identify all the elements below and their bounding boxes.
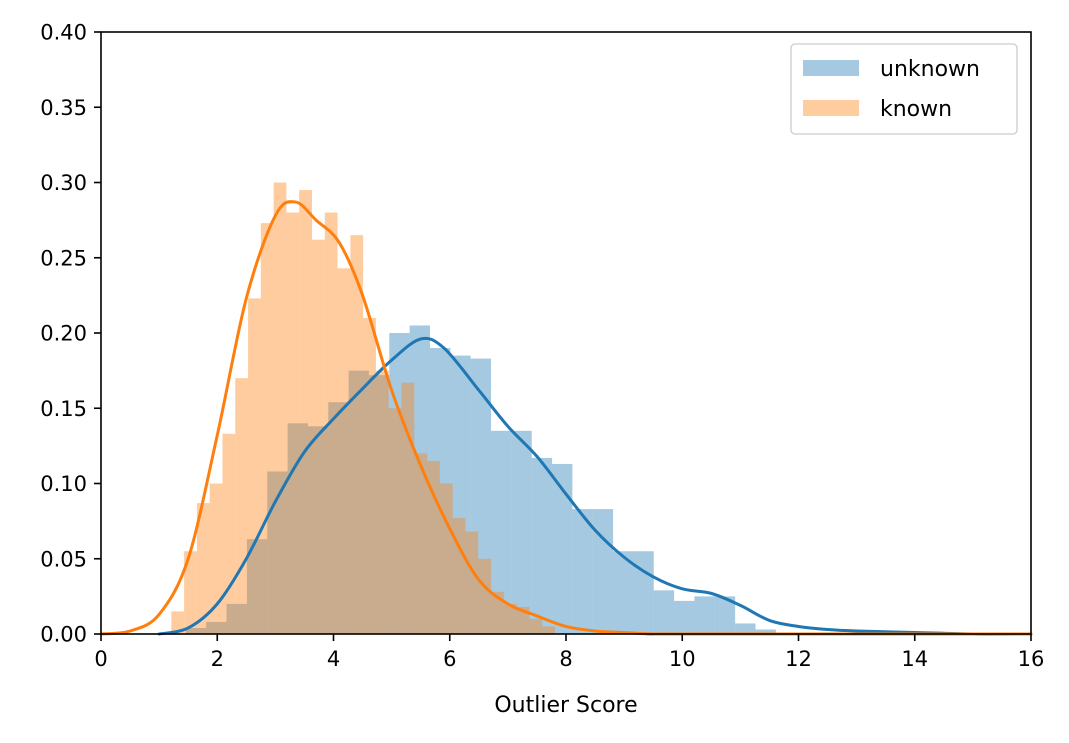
bar-known-5	[235, 378, 249, 634]
bar-unknown-27	[735, 623, 756, 634]
y-tick-label: 0.20	[40, 322, 87, 346]
x-axis-ticks: 0 2 4 6 8 10 12 14 16	[94, 634, 1044, 671]
x-tick-label: 8	[559, 647, 572, 671]
x-tick-label: 16	[1018, 647, 1045, 671]
bar-known-8	[273, 182, 287, 634]
bar-known-15	[363, 317, 376, 634]
bar-known-24	[478, 558, 492, 634]
x-tick-label: 10	[669, 647, 696, 671]
bar-known-22	[452, 518, 466, 634]
y-tick-label: 0.25	[40, 246, 87, 270]
bar-unknown-23	[653, 590, 675, 634]
bar-unknown-0	[185, 627, 207, 634]
y-tick-label: 0.10	[40, 472, 87, 496]
bar-known-17	[388, 408, 402, 634]
bar-unknown-21	[613, 551, 634, 634]
bar-unknown-5	[287, 423, 308, 634]
x-axis-label: Outlier Score	[494, 693, 637, 718]
bar-known-19	[414, 453, 428, 634]
y-tick-label: 0.00	[40, 623, 87, 647]
bar-known-10	[299, 190, 312, 634]
bar-known-7	[260, 223, 274, 634]
x-tick-label: 6	[443, 647, 456, 671]
y-tick-label: 0.05	[40, 547, 87, 571]
bar-unknown-15	[491, 430, 512, 634]
bar-known-1	[184, 551, 197, 634]
bar-known-2	[196, 503, 210, 634]
legend-label-unknown: unknown	[880, 57, 980, 82]
x-tick-label: 0	[94, 647, 107, 671]
bar-known-3	[209, 483, 223, 634]
bar-unknown-6	[307, 426, 329, 634]
bar-known-25	[491, 591, 504, 634]
bar-unknown-9	[368, 375, 390, 634]
bar-unknown-17	[531, 457, 553, 634]
bar-known-14	[350, 235, 364, 634]
bar-unknown-14	[470, 358, 492, 634]
x-tick-label: 2	[211, 647, 224, 671]
bar-unknown-18	[552, 463, 573, 634]
legend: unknown known	[790, 43, 1018, 135]
bar-unknown-8	[348, 370, 369, 634]
bar-unknown-19	[572, 509, 593, 634]
bar-known-23	[465, 531, 479, 634]
kde-line-unknown	[157, 336, 1033, 636]
bar-unknown-1	[206, 621, 227, 634]
bar-unknown-26	[714, 596, 736, 635]
bar-unknown-13	[450, 355, 471, 634]
bar-known-26	[503, 603, 517, 634]
bar-known-9	[286, 212, 300, 634]
legend-label-known: known	[880, 97, 952, 122]
bar-unknown-12	[429, 348, 451, 634]
density-curves	[99, 200, 1033, 636]
bar-unknown-10	[389, 333, 410, 634]
y-tick-label: 0.30	[40, 171, 87, 195]
bar-known-29	[542, 626, 555, 634]
bar-known-13	[337, 268, 351, 634]
bar-unknown-24	[674, 600, 695, 634]
x-tick-label: 4	[327, 647, 340, 671]
bar-known-4	[222, 433, 236, 634]
bar-unknown-11	[409, 325, 430, 634]
bar-known-0	[171, 611, 185, 634]
y-tick-label: 0.40	[40, 21, 87, 45]
bar-known-16	[375, 370, 389, 634]
bar-unknown-22	[633, 551, 654, 634]
bar-unknown-25	[694, 596, 715, 635]
bar-known-6	[248, 298, 261, 634]
bar-unknown-28	[755, 629, 776, 634]
legend-box	[790, 43, 1018, 135]
y-tick-label: 0.15	[40, 397, 87, 421]
y-axis-ticks: 0.00 0.05 0.10 0.15 0.20 0.25 0.30 0.35 0.40	[40, 21, 101, 647]
legend-swatch-unknown	[803, 60, 859, 76]
histogram-bars	[171, 182, 776, 635]
bar-unknown-2	[226, 603, 247, 634]
y-tick-label: 0.35	[40, 96, 87, 120]
x-tick-label: 12	[785, 647, 812, 671]
bar-known-28	[529, 618, 543, 634]
bar-known-21	[439, 483, 453, 634]
bar-unknown-4	[267, 471, 288, 634]
kde-line-known	[99, 200, 1033, 636]
x-tick-label: 14	[901, 647, 928, 671]
legend-swatch-known	[803, 100, 859, 116]
bar-unknown-7	[328, 402, 349, 634]
bar-unknown-16	[511, 430, 532, 634]
bar-unknown-3	[246, 539, 268, 634]
bar-unknown-20	[592, 509, 614, 634]
